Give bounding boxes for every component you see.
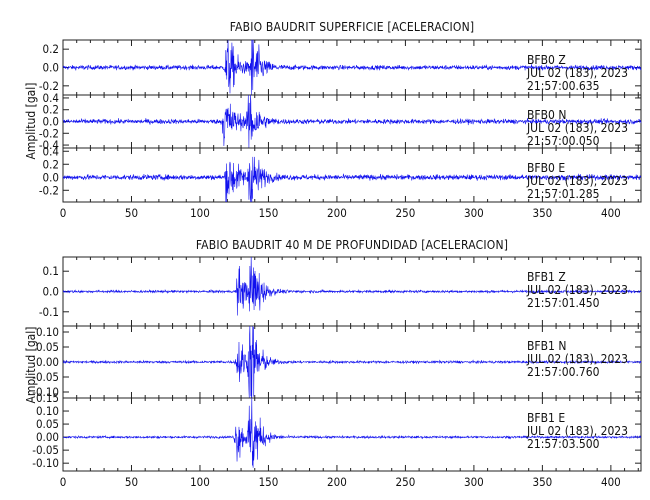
record-time: 21:57:01.450	[527, 296, 600, 310]
station-channel-label: BFB0 N	[527, 108, 566, 122]
y-tick-label: 0.2	[43, 157, 59, 171]
record-date: JUL 02 (183), 2023	[526, 424, 628, 438]
waveform-trace	[62, 397, 642, 468]
y-tick-label: -0.10	[32, 456, 59, 470]
station-channel-label: BFB1 Z	[527, 270, 566, 284]
record-time: 21:57:00.760	[527, 365, 600, 379]
x-tick-label: 200	[327, 475, 347, 489]
y-tick-label: 0.05	[36, 340, 59, 354]
y-tick-label: 0.1	[43, 264, 59, 278]
y-tick-label: -0.4	[39, 138, 59, 152]
y-tick-label: 0.05	[36, 417, 59, 431]
station-channel-label: BFB0 E	[527, 161, 565, 175]
y-tick-label: 0.4	[43, 91, 59, 105]
x-tick-label: 100	[190, 206, 210, 220]
y-tick-label: 0.2	[43, 103, 59, 117]
record-time: 21:57:03.500	[527, 437, 600, 451]
waveform-trace	[62, 156, 642, 203]
x-tick-label: 50	[125, 475, 138, 489]
y-tick-label: 0.10	[36, 404, 59, 418]
y-tick-label: -0.2	[39, 183, 59, 197]
x-tick-label: 250	[396, 475, 416, 489]
chart-2: FABIO BAUDRIT 40 M DE PROFUNDIDAD [ACELE…	[24, 238, 642, 489]
panel-frame	[62, 147, 642, 203]
x-tick-label: 100	[190, 475, 210, 489]
y-axis-label: Amplitud [gal]	[24, 326, 38, 403]
y-tick-label: 0.0	[43, 285, 59, 299]
x-tick-label: 150	[259, 475, 279, 489]
y-tick-label: -0.2	[39, 126, 59, 140]
waveform-trace	[62, 39, 642, 95]
waveform-trace	[62, 325, 642, 399]
record-date: JUL 02 (183), 2023	[526, 283, 628, 297]
x-tick-label: 50	[125, 206, 138, 220]
station-channel-label: BFB1 N	[527, 339, 566, 353]
record-date: JUL 02 (183), 2023	[526, 174, 628, 188]
panel-frame	[62, 397, 642, 472]
x-tick-label: 150	[259, 206, 279, 220]
y-tick-label: -0.05	[32, 443, 59, 457]
waveform-trace	[62, 256, 642, 316]
x-tick-label: 350	[533, 475, 553, 489]
y-tick-label: 0.2	[43, 42, 59, 56]
record-time: 21:57:00.050	[527, 134, 600, 148]
record-time: 21:57:00.635	[527, 79, 600, 93]
y-tick-label: 0.10	[36, 325, 59, 339]
x-tick-label: 300	[464, 475, 484, 489]
record-date: JUL 02 (183), 2023	[526, 66, 628, 80]
x-tick-label: 400	[601, 206, 621, 220]
y-tick-label: 0.0	[43, 61, 59, 75]
y-tick-label: 0.15	[36, 391, 59, 405]
y-tick-label: 0.00	[36, 430, 59, 444]
y-tick-label: -0.2	[39, 79, 59, 93]
chart-title: FABIO BAUDRIT SUPERFICIE [ACELERACION]	[230, 20, 475, 34]
y-tick-label: 0.0	[43, 170, 59, 184]
y-axis-label: Amplitud [gal]	[24, 82, 38, 159]
y-tick-label: -0.1	[39, 305, 59, 319]
record-time: 21:57:01.285	[527, 187, 600, 201]
chart-title: FABIO BAUDRIT 40 M DE PROFUNDIDAD [ACELE…	[196, 238, 508, 252]
y-tick-label: 0.4	[43, 144, 59, 158]
chart-1: FABIO BAUDRIT SUPERFICIE [ACELERACION] Am…	[24, 20, 642, 220]
x-tick-label: 0	[60, 475, 67, 489]
x-tick-label: 300	[464, 206, 484, 220]
x-tick-label: 0	[60, 206, 67, 220]
y-tick-label: -0.05	[32, 370, 59, 384]
waveform-trace	[62, 94, 642, 149]
x-tick-label: 350	[533, 206, 553, 220]
x-tick-label: 200	[327, 206, 347, 220]
y-tick-label: -0.10	[32, 385, 59, 399]
y-tick-label: 0.00	[36, 355, 59, 369]
x-tick-label: 250	[396, 206, 416, 220]
y-tick-label: 0.0	[43, 115, 59, 129]
record-date: JUL 02 (183), 2023	[526, 352, 628, 366]
station-channel-label: BFB1 E	[527, 411, 565, 425]
station-channel-label: BFB0 Z	[527, 53, 566, 67]
record-date: JUL 02 (183), 2023	[526, 121, 628, 135]
x-tick-label: 400	[601, 475, 621, 489]
